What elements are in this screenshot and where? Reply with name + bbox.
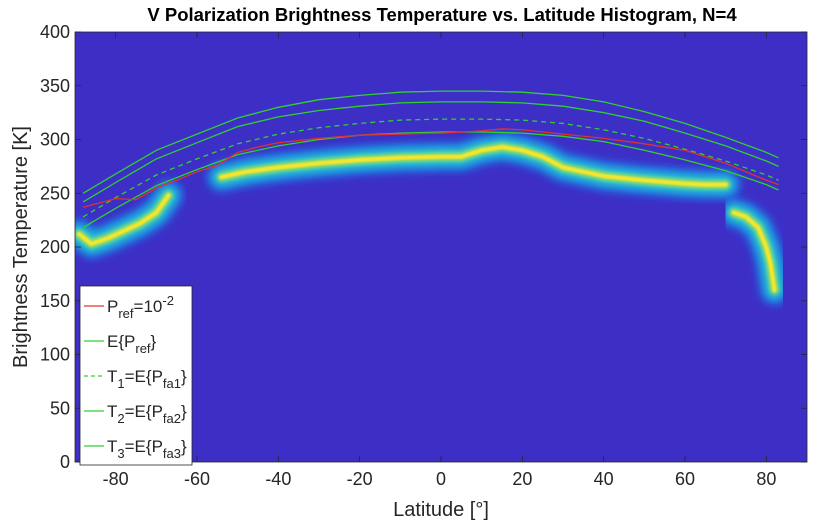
plot-background: [75, 32, 807, 462]
legend-label: T2=E{Pfa2}: [107, 402, 187, 426]
series-line-4: [82, 128, 779, 208]
legend-label: T3=E{Pfa3}: [107, 437, 187, 461]
legend-label: E{Pref}: [107, 332, 157, 356]
series-line-2: [82, 118, 779, 218]
x-tick-label: 0: [436, 469, 446, 489]
x-tick-label: 60: [675, 469, 695, 489]
y-tick-label: 50: [50, 398, 70, 418]
y-tick-label: 250: [40, 183, 70, 203]
y-tick-label: 300: [40, 130, 70, 150]
series-line-0: [82, 90, 779, 194]
y-tick-label: 350: [40, 76, 70, 96]
chart-title: V Polarization Brightness Temperature vs…: [147, 4, 737, 25]
y-axis-ticks: 0 50 100 150 200 250 300 350 400: [40, 22, 807, 472]
legend: Pref=10-2 E{Pref} T1=E{Pfa1} T2=E{Pfa2} T3=E…: [79, 285, 193, 466]
y-tick-label: 0: [60, 452, 70, 472]
series-line-1: [82, 101, 779, 203]
legend-label: Pref=10-2: [107, 293, 174, 321]
y-tick-label: 400: [40, 22, 70, 42]
density-layer: [75, 132, 790, 305]
legend-label: T1=E{Pfa1}: [107, 367, 187, 391]
x-tick-label: -20: [347, 469, 373, 489]
series-lines: [82, 90, 779, 229]
x-tick-label: -40: [265, 469, 291, 489]
density-ridge-north-band-layer-3: [731, 210, 777, 292]
series-line-3: [82, 131, 779, 229]
x-axis-ticks: -80 -60 -40 -20 0 20 40 60 80: [103, 32, 776, 489]
y-tick-label: 200: [40, 237, 70, 257]
y-tick-label: 100: [40, 345, 70, 365]
x-tick-label: 20: [512, 469, 532, 489]
x-tick-label: 80: [756, 469, 776, 489]
x-tick-label: -60: [184, 469, 210, 489]
density-ridge-south-band-layer-3: [77, 193, 171, 246]
y-tick-label: 150: [40, 291, 70, 311]
x-tick-label: 40: [594, 469, 614, 489]
x-axis-label: Latitude [°]: [393, 499, 489, 521]
x-tick-label: -80: [103, 469, 129, 489]
density-ridge-main-band-layer-3: [219, 145, 728, 187]
y-axis-label: Brightness Temperature [K]: [10, 126, 32, 368]
